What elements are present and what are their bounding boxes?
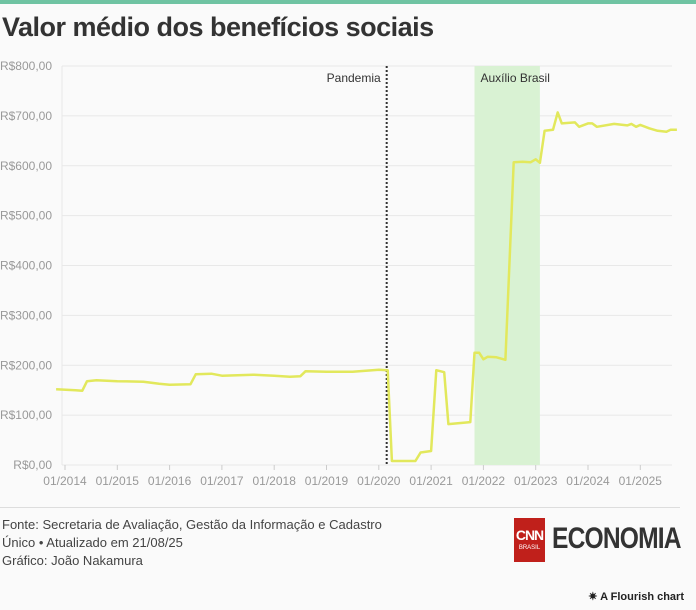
credit-note: Gráfico: João Nakamura: [2, 553, 143, 568]
x-axis: 01/2014 01/2015 01/2016 01/2017 01/2018 01/20…: [43, 465, 662, 488]
pandemia-label: Pandemia: [327, 71, 381, 85]
x-tick-label: 01/2020: [357, 474, 401, 488]
x-tick-label: 01/2016: [148, 474, 192, 488]
cnn-logo-text: CNN: [515, 527, 544, 543]
x-tick-label: 01/2014: [43, 474, 87, 488]
flourish-label: A Flourish chart: [600, 591, 684, 603]
x-tick-label: 01/2022: [462, 474, 506, 488]
source-note: Fonte: Secretaria de Avaliação, Gestão d…: [2, 517, 382, 550]
y-tick-label: R$200,00: [0, 358, 52, 372]
y-tick-label: R$400,00: [0, 259, 52, 273]
economia-logo[interactable]: ECONOMIA: [552, 522, 682, 555]
y-tick-label: R$300,00: [0, 308, 52, 322]
line-chart: Auxílio Brasil R$0,00 R$100,00 R$200,00 R$3…: [0, 59, 677, 488]
chart-title: Valor médio dos benefícios sociais: [2, 12, 434, 42]
x-tick-label: 01/2024: [566, 474, 610, 488]
y-tick-label: R$0,00: [13, 458, 52, 472]
x-tick-label: 01/2023: [514, 474, 558, 488]
x-tick-label: 01/2021: [409, 474, 453, 488]
y-tick-label: R$100,00: [0, 408, 52, 422]
auxilio-band-rect: [474, 66, 540, 465]
series-line: [56, 111, 677, 463]
x-tick-label: 01/2018: [253, 474, 297, 488]
x-tick-label: 01/2015: [96, 474, 140, 488]
x-tick-label: 01/2025: [619, 474, 663, 488]
footer-divider: [0, 507, 680, 508]
y-tick-label: R$500,00: [0, 209, 52, 223]
x-tick-label: 01/2019: [305, 474, 349, 488]
cnn-brasil-text: BRASIL: [518, 545, 541, 551]
auxilio-band: Auxílio Brasil: [474, 66, 550, 465]
footer: Fonte: Secretaria de Avaliação, Gestão d…: [2, 516, 382, 570]
cnn-brasil-logo[interactable]: CNN BRASIL: [514, 518, 545, 562]
y-axis: R$0,00 R$100,00 R$200,00 R$300,00 R$400,00 R$…: [0, 59, 52, 472]
y-tick-label: R$600,00: [0, 159, 52, 173]
gridlines: [61, 65, 672, 466]
flourish-credit-link[interactable]: ✷ A Flourish chart: [588, 590, 684, 603]
flourish-icon: ✷: [588, 591, 601, 603]
x-tick-label: 01/2017: [200, 474, 244, 488]
pandemia-marker: Pandemia: [327, 66, 388, 465]
top-accent-bar: [0, 0, 696, 4]
y-tick-label: R$700,00: [0, 109, 52, 123]
auxilio-label: Auxílio Brasil: [481, 71, 550, 85]
series-line-path: [56, 111, 677, 463]
y-tick-label: R$800,00: [0, 59, 52, 73]
